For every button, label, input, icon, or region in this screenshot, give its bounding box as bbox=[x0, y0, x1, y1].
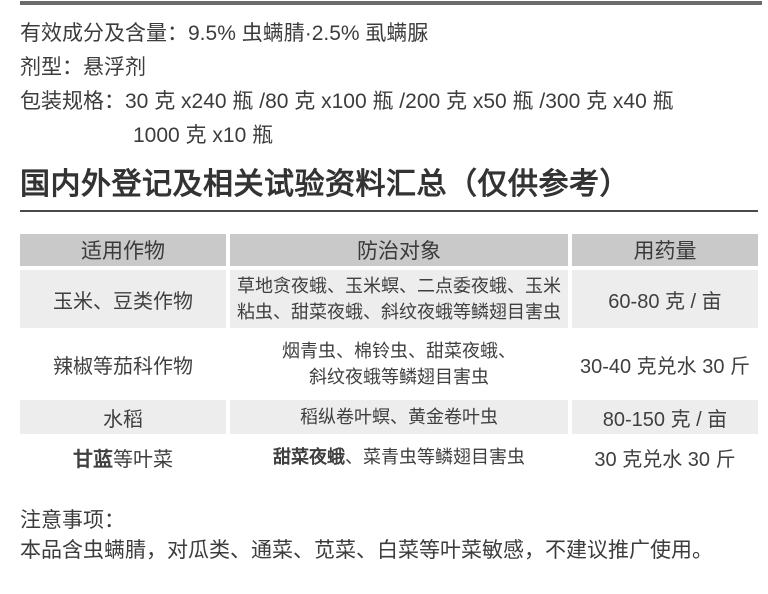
table-cell-targets: 草地贪夜蛾、玉米螟、二点委夜蛾、玉米 粘虫、甜菜夜蛾、斜纹夜蛾等鳞翅目害虫 bbox=[230, 270, 568, 328]
top-divider-bar bbox=[20, 1, 762, 5]
page-content: 有效成分及含量：9.5% 虫螨腈·2.5% 虱螨脲 剂型：悬浮剂 包装规格：30… bbox=[0, 17, 768, 566]
product-info-block: 有效成分及含量：9.5% 虫螨腈·2.5% 虱螨脲 剂型：悬浮剂 包装规格：30… bbox=[20, 17, 760, 153]
title-underline-rule bbox=[20, 210, 758, 212]
targets-line: 甜菜夜蛾、菜青虫等鳞翅目害虫 bbox=[273, 444, 525, 470]
table-cell-targets: 甜菜夜蛾、菜青虫等鳞翅目害虫 bbox=[230, 438, 568, 476]
registration-summary-table: 适用作物 防治对象 用药量 玉米、豆类作物 草地贪夜蛾、玉米螟、二点委夜蛾、玉米… bbox=[20, 234, 758, 476]
packaging-line: 包装规格：30 克 x240 瓶 /80 克 x100 瓶 /200 克 x50… bbox=[20, 90, 674, 113]
table-cell-crop: 水稻 bbox=[20, 400, 226, 434]
table-cell-targets: 烟青虫、棉铃虫、甜菜夜蛾、 斜纹夜蛾等鳞翅目害虫 bbox=[230, 332, 568, 396]
table-cell-targets: 稻纵卷叶螟、黄金卷叶虫 bbox=[230, 400, 568, 434]
table-cell-dosage: 80-150 克 / 亩 bbox=[572, 400, 758, 434]
table-cell-crop: 辣椒等茄科作物 bbox=[53, 355, 193, 378]
crop-bold-segment: 甘蓝 bbox=[73, 448, 113, 471]
table-cell-crop: 甘蓝等叶菜 bbox=[20, 438, 226, 476]
table-cell-dosage: 30 克兑水 30 斤 bbox=[594, 448, 736, 471]
table-cell-crop: 玉米、豆类作物 bbox=[20, 270, 226, 328]
targets-line: 烟青虫、棉铃虫、甜菜夜蛾、 bbox=[282, 341, 516, 361]
crop-regular-segment: 等叶菜 bbox=[113, 448, 173, 471]
precautions-body: 本品含虫螨腈，对瓜类、通菜、苋菜、白菜等叶菜敏感，不建议推广使用。 bbox=[20, 539, 713, 562]
active-ingredient-line: 有效成分及含量：9.5% 虫螨腈·2.5% 虱螨脲 bbox=[20, 22, 429, 45]
section-title: 国内外登记及相关试验资料汇总（仅供参考） bbox=[20, 168, 630, 201]
column-header-crop: 适用作物 bbox=[20, 234, 226, 266]
precautions-block: 注意事项： 本品含虫螨腈，对瓜类、通菜、苋菜、白菜等叶菜敏感，不建议推广使用。 bbox=[20, 506, 760, 566]
target-bold-segment: 甜菜夜蛾 bbox=[273, 447, 345, 467]
targets-line: 稻纵卷叶螟、黄金卷叶虫 bbox=[300, 407, 498, 427]
target-regular-segment: 、菜青虫等鳞翅目害虫 bbox=[345, 447, 525, 467]
column-header-targets: 防治对象 bbox=[230, 234, 568, 266]
table-cell-dosage: 60-80 克 / 亩 bbox=[572, 270, 758, 328]
formulation-line: 剂型：悬浮剂 bbox=[20, 56, 146, 79]
column-header-dosage: 用药量 bbox=[572, 234, 758, 266]
crop-text: 甘蓝等叶菜 bbox=[73, 443, 173, 472]
targets-line: 草地贪夜蛾、玉米螟、二点委夜蛾、玉米 bbox=[237, 276, 561, 296]
precautions-title: 注意事项： bbox=[20, 509, 125, 532]
targets-line: 斜纹夜蛾等鳞翅目害虫 bbox=[309, 367, 489, 387]
targets-line: 粘虫、甜菜夜蛾、斜纹夜蛾等鳞翅目害虫 bbox=[237, 302, 561, 322]
table-cell-dosage: 30-40 克兑水 30 斤 bbox=[579, 355, 751, 378]
packaging-line-continued: 1000 克 x10 瓶 bbox=[133, 124, 274, 147]
